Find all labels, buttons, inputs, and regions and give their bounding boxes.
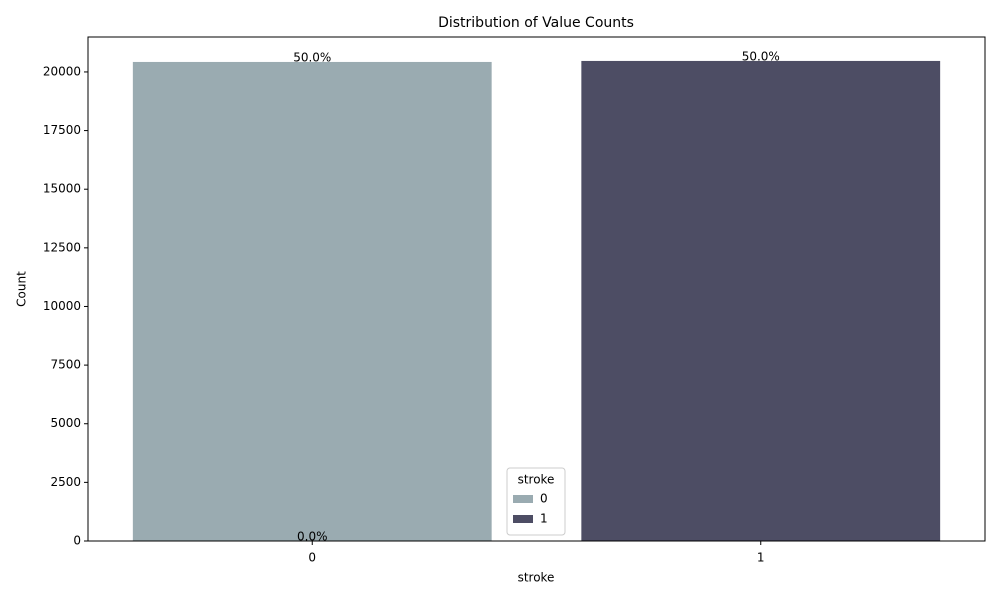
bar-label: 0.0% — [297, 530, 328, 544]
y-tick-label: 15000 — [43, 182, 81, 196]
axes-frame — [87, 36, 986, 542]
legend: stroke 0 1 — [506, 467, 566, 536]
bar-label: 50.0% — [293, 50, 331, 64]
y-tick-label: 17500 — [43, 123, 81, 137]
y-axis-label: Count — [15, 271, 29, 307]
y-tick-label: 2500 — [50, 475, 81, 489]
y-tick-label: 0 — [73, 534, 81, 548]
legend-swatch — [513, 515, 533, 523]
x-tick-label: 1 — [757, 551, 765, 565]
y-tick-label: 5000 — [50, 416, 81, 430]
y-tick-label: 12500 — [43, 240, 81, 254]
x-axis-label: stroke — [518, 571, 555, 585]
y-tick-label: 7500 — [50, 358, 81, 372]
chart-title: Distribution of Value Counts — [438, 15, 634, 31]
y-tick-label: 10000 — [43, 299, 81, 313]
y-tick-label: 20000 — [43, 64, 81, 78]
x-tick-label: 0 — [308, 551, 316, 565]
legend-title: stroke — [518, 473, 555, 487]
legend-label: 1 — [540, 512, 548, 526]
bar — [581, 60, 941, 541]
legend-label: 0 — [540, 492, 548, 506]
legend-swatch — [513, 495, 533, 503]
bar-label: 50.0% — [742, 49, 780, 63]
bar — [132, 61, 492, 542]
